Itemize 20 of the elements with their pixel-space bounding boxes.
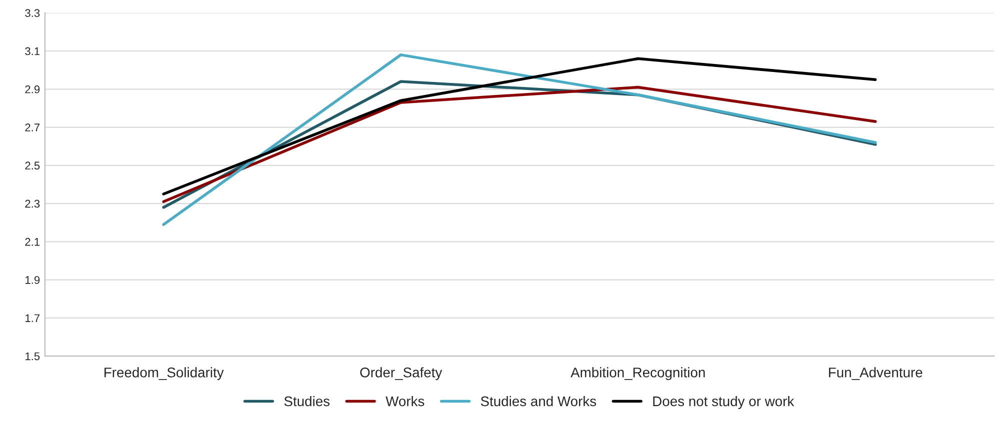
x-tick-label: Freedom_Solidarity (104, 367, 224, 380)
x-tick-label: Fun_Adventure (829, 367, 922, 380)
y-tick-label: 2.3 (25, 200, 40, 208)
y-tick-label: 2.7 (25, 124, 40, 132)
x-tick-label: Order_Safety (360, 367, 442, 380)
legend-label: Does not study or work (653, 396, 794, 409)
y-tick-label: 2.5 (25, 162, 40, 170)
y-tick-label: 3.3 (25, 9, 40, 18)
y-tick-label: 2.1 (25, 238, 40, 246)
line-series (162, 57, 877, 196)
legend-label: Works (386, 396, 424, 406)
y-tick-label: 1.5 (25, 352, 40, 360)
line-series (162, 53, 877, 226)
y-tick-label: 2.9 (25, 85, 40, 94)
y-tick-label: 3.1 (25, 47, 40, 56)
y-tick-label: 1.9 (25, 276, 40, 284)
legend-label: Studies and Works (480, 396, 596, 406)
y-tick-label: 1.7 (25, 314, 40, 322)
legend-label: Studies (284, 396, 330, 406)
x-tick-label: Ambition_Recognition (570, 367, 705, 380)
